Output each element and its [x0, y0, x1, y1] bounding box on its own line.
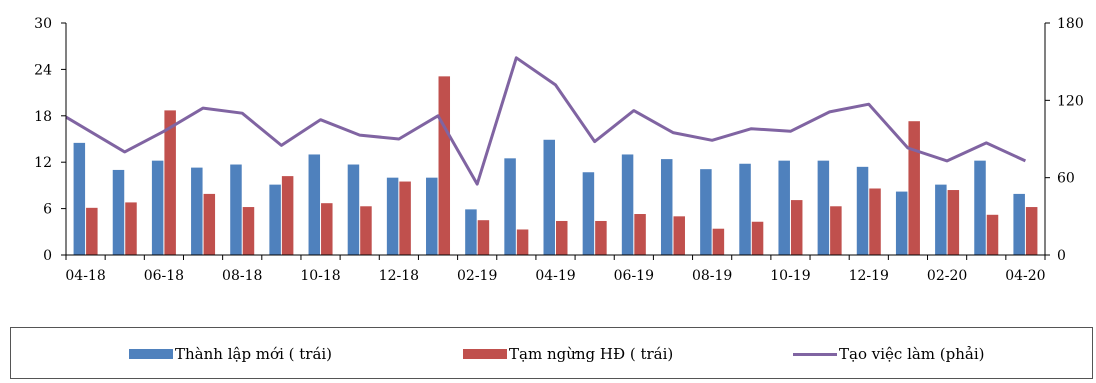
y-right-tick-label: 60 — [1057, 171, 1075, 187]
bar-thanh-lap-moi-03-19 — [504, 158, 516, 255]
bar-tam-ngung-08-18 — [242, 207, 255, 255]
bar-thanh-lap-moi-04-19 — [543, 139, 555, 255]
legend-swatch-tao-viec-lam — [793, 352, 837, 356]
x-tick-label: 10-19 — [770, 268, 810, 284]
bar-thanh-lap-moi-10-19 — [778, 160, 790, 255]
bar-tam-ngung-03-19 — [516, 229, 529, 255]
bar-thanh-lap-moi-09-19 — [739, 163, 751, 255]
x-tick-label: 10-18 — [300, 268, 340, 284]
y-left-tick-label: 0 — [43, 248, 52, 264]
x-tick-label: 04-19 — [535, 268, 575, 284]
chart-canvas: 0 6 12 18 24 30 0 60 120 180 04-18 06-18 08-18 10-18 1… — [34, 16, 1084, 284]
x-tick-label: 08-18 — [222, 268, 262, 284]
bar-thanh-lap-moi-08-18 — [230, 164, 242, 255]
bar-tam-ngung-06-18 — [164, 110, 176, 256]
bar-thanh-lap-moi-06-18 — [151, 160, 164, 255]
bar-thanh-lap-moi-06-19 — [621, 154, 634, 255]
x-tick-label: 06-18 — [144, 268, 184, 284]
bar-thanh-lap-moi-02-20 — [935, 184, 947, 255]
y-left-tick-label: 24 — [34, 62, 52, 78]
x-tick-label: 12-19 — [849, 268, 889, 284]
bar-tam-ngung-09-18 — [281, 176, 294, 255]
bar-thanh-lap-moi-10-18 — [308, 154, 321, 255]
bar-tam-ngung-10-18 — [321, 203, 333, 255]
x-tick-label: 04-18 — [65, 268, 105, 284]
x-tick-label: 04-20 — [1005, 268, 1045, 284]
y-right-tick-label: 180 — [1057, 16, 1084, 32]
x-tick-label: 02-19 — [457, 268, 497, 284]
bar-thanh-lap-moi-05-18 — [112, 169, 125, 255]
legend-label-tao-viec-lam: Tạo việc làm (phải) — [839, 345, 985, 363]
y-left-tick-label: 18 — [34, 109, 52, 125]
bar-tam-ngung-01-20 — [908, 121, 920, 255]
bar-thanh-lap-moi-05-19 — [582, 172, 595, 255]
bar-thanh-lap-moi-04-20 — [1013, 193, 1025, 255]
line-group — [65, 56, 1027, 186]
bar-tam-ngung-07-18 — [203, 193, 216, 255]
bar-thanh-lap-moi-12-18 — [386, 177, 399, 255]
line-tao-viec-lam — [65, 56, 1027, 186]
x-tick-label: 08-19 — [692, 268, 732, 284]
y-left-tick-label: 12 — [34, 155, 52, 171]
bar-thanh-lap-moi-03-20 — [974, 160, 986, 255]
x-tick-label: 12-18 — [379, 268, 419, 284]
bar-thanh-lap-moi-11-18 — [347, 164, 360, 255]
bar-tam-ngung-04-20 — [1025, 207, 1038, 255]
bar-tam-ngung-05-18 — [125, 202, 137, 255]
bar-thanh-lap-moi-07-18 — [191, 167, 203, 255]
bar-thanh-lap-moi-04-18 — [73, 142, 86, 255]
bar-tam-ngung-08-19 — [712, 228, 725, 255]
bar-thanh-lap-moi-09-18 — [269, 184, 281, 255]
legend-item-thanh-lap-moi: Thành lập mới ( trái) — [129, 345, 332, 363]
legend-label-thanh-lap-moi: Thành lập mới ( trái) — [175, 345, 333, 363]
bar-tam-ngung-02-19 — [477, 220, 490, 255]
legend-swatch-tam-ngung — [463, 349, 507, 359]
bar-thanh-lap-moi-01-20 — [895, 191, 908, 255]
bar-tam-ngung-01-19 — [438, 76, 451, 255]
bar-thanh-lap-moi-12-19 — [856, 166, 869, 255]
bar-tam-ngung-05-19 — [595, 220, 607, 255]
x-tick-label: 06-19 — [614, 268, 654, 284]
y-left-tick-label: 30 — [34, 16, 52, 32]
bar-tam-ngung-11-19 — [830, 206, 842, 255]
bar-tam-ngung-12-19 — [869, 188, 881, 255]
bar-thanh-lap-moi-02-19 — [465, 209, 477, 255]
bar-thanh-lap-moi-01-19 — [426, 177, 438, 255]
legend-item-tam-ngung: Tạm ngừng HĐ ( trái) — [463, 345, 673, 363]
bars-group — [73, 76, 1038, 256]
axes-group: 0 6 12 18 24 30 0 60 120 180 04-18 06-18 08-18 10-18 1… — [34, 16, 1084, 284]
x-tick-label: 02-20 — [927, 268, 967, 284]
legend-swatch-thanh-lap-moi — [129, 349, 173, 359]
y-right-tick-label: 0 — [1057, 248, 1066, 264]
bar-tam-ngung-10-19 — [790, 200, 803, 255]
bar-thanh-lap-moi-07-19 — [660, 159, 673, 255]
bar-tam-ngung-09-19 — [751, 221, 764, 255]
bar-thanh-lap-moi-11-19 — [817, 160, 830, 255]
y-right-tick-label: 120 — [1057, 93, 1084, 109]
bar-tam-ngung-12-18 — [399, 181, 411, 255]
legend-item-tao-viec-lam: Tạo việc làm (phải) — [793, 345, 985, 363]
bar-tam-ngung-03-20 — [986, 214, 999, 255]
legend-label-tam-ngung: Tạm ngừng HĐ ( trái) — [509, 345, 674, 363]
bar-tam-ngung-11-18 — [360, 206, 372, 255]
bar-thanh-lap-moi-08-19 — [700, 169, 712, 255]
y-left-tick-label: 6 — [43, 202, 52, 218]
bar-tam-ngung-04-18 — [86, 207, 98, 255]
bar-tam-ngung-07-19 — [673, 216, 685, 255]
bar-tam-ngung-02-20 — [947, 190, 960, 255]
legend: Thành lập mới ( trái) Tạm ngừng HĐ ( trá… — [10, 327, 1093, 379]
bar-tam-ngung-04-19 — [556, 220, 568, 255]
bar-tam-ngung-06-19 — [634, 214, 646, 255]
